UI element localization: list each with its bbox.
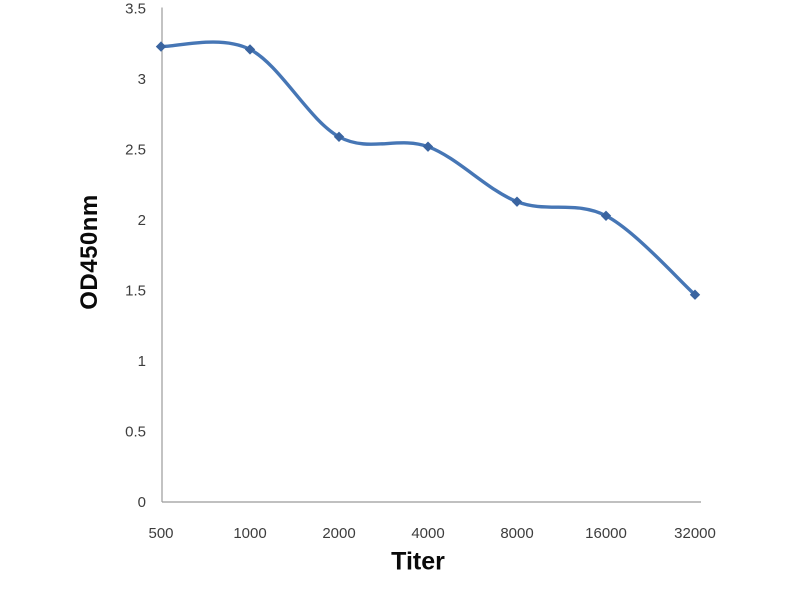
y-tick-label: 2 xyxy=(138,212,146,229)
y-tick-label: 0.5 xyxy=(125,424,146,441)
data-point-marker xyxy=(155,41,167,52)
x-tick-label: 8000 xyxy=(500,525,533,542)
data-point-marker xyxy=(422,141,434,152)
y-tick-label: 3.5 xyxy=(125,1,146,18)
x-axis-title: Titer xyxy=(391,547,445,576)
x-tick-label: 4000 xyxy=(411,525,444,542)
data-point-marker xyxy=(244,44,256,55)
data-point-marker xyxy=(600,210,612,221)
x-tick-label: 1000 xyxy=(233,525,266,542)
y-axis-title: OD450nm xyxy=(76,194,103,310)
data-point-marker xyxy=(689,289,701,300)
x-tick-label: 16000 xyxy=(585,525,627,542)
data-point-marker xyxy=(333,131,345,143)
data-point-marker xyxy=(511,196,523,207)
y-tick-label: 2.5 xyxy=(125,142,146,159)
y-tick-label: 1.5 xyxy=(125,283,146,300)
y-tick-label: 3 xyxy=(138,71,146,88)
y-tick-label: 0 xyxy=(138,494,146,511)
x-tick-label: 2000 xyxy=(322,525,355,542)
x-tick-label: 500 xyxy=(148,525,173,542)
series-line xyxy=(159,40,697,297)
y-tick-label: 1 xyxy=(138,353,146,370)
x-tick-label: 32000 xyxy=(674,525,716,542)
